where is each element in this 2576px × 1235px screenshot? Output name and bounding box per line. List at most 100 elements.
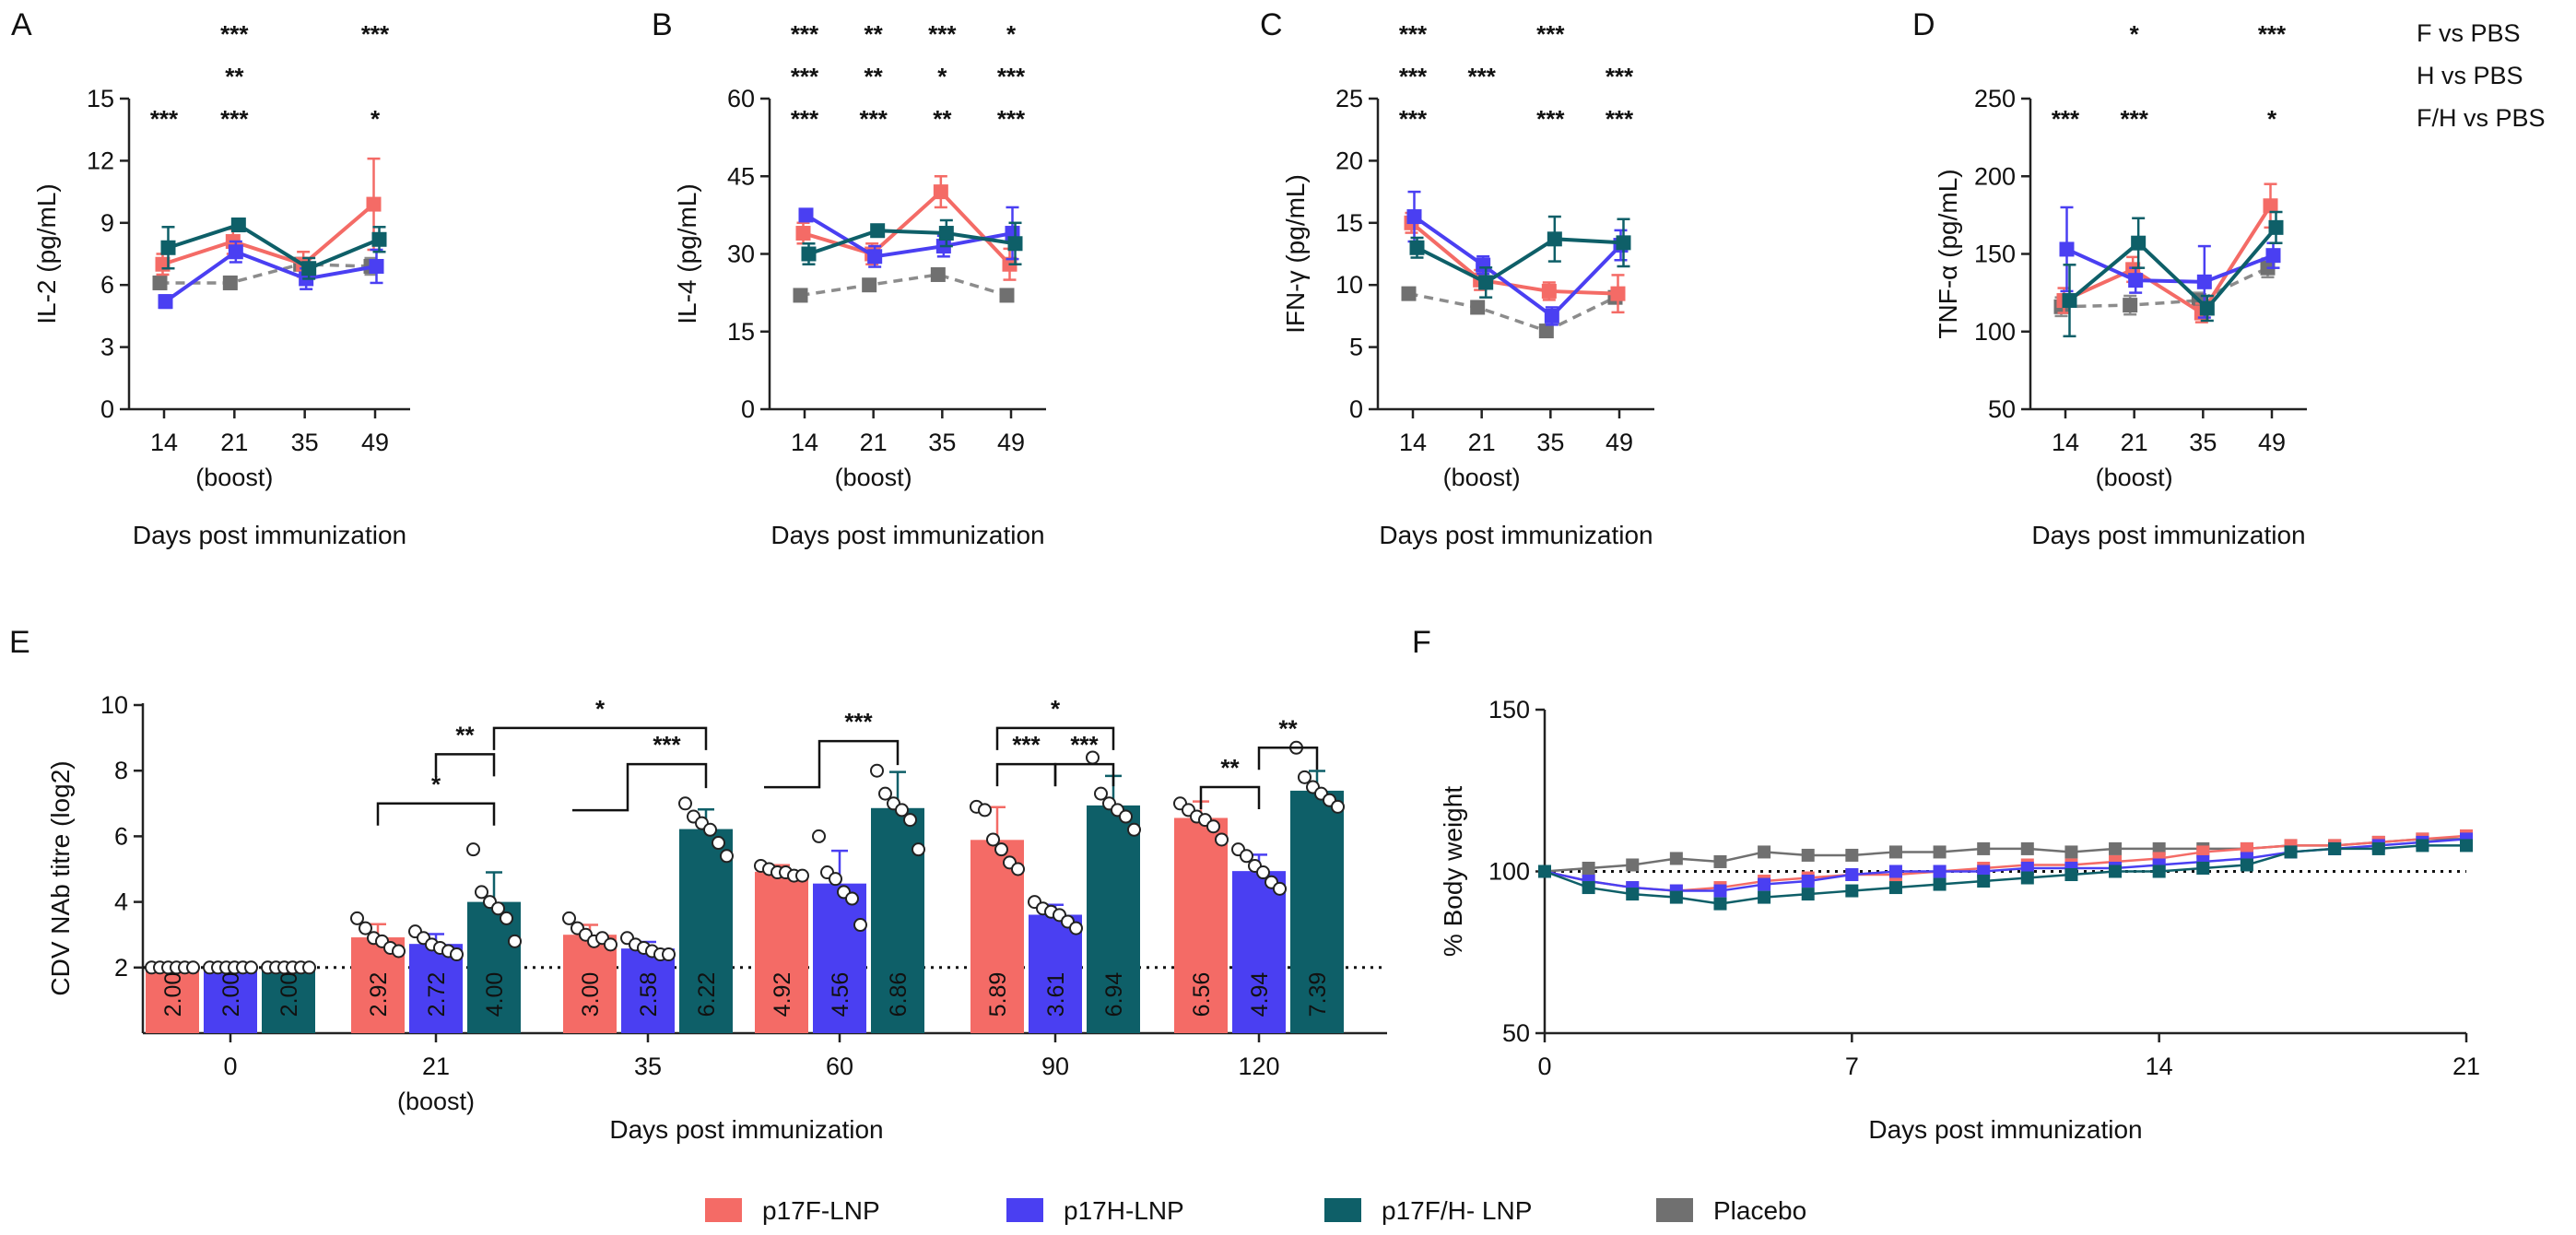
x-tick-label: 90 bbox=[1041, 1053, 1069, 1080]
bar-value-label: 4.56 bbox=[828, 972, 853, 1017]
data-point bbox=[870, 763, 884, 778]
x-tick-label: 60 bbox=[826, 1053, 853, 1080]
bar-value-label: 7.39 bbox=[1305, 972, 1331, 1017]
significance-stars: *** bbox=[2258, 20, 2287, 48]
data-point bbox=[845, 891, 859, 906]
panel-b: B 0 15 30 45 60 14 21 (boost) 35 49 Days post immun… bbox=[652, 7, 1046, 549]
y-tick-label: 60 bbox=[727, 85, 755, 112]
y-tick-label: 10 bbox=[1335, 271, 1363, 299]
y-axis-label: % Body weight bbox=[1439, 786, 1467, 957]
significance-bracket: ** bbox=[434, 721, 496, 777]
series-line bbox=[164, 250, 377, 303]
data-point bbox=[812, 829, 826, 843]
data-point bbox=[500, 911, 513, 925]
y-tick-label: 6 bbox=[100, 271, 114, 299]
x-tick-label: 21 bbox=[422, 1053, 450, 1080]
x-tick-label: 35 bbox=[2189, 429, 2217, 456]
x-tick-label: 0 bbox=[1537, 1053, 1551, 1080]
bracket-stars: * bbox=[1051, 695, 1061, 723]
data-point bbox=[2152, 864, 2166, 878]
data-point bbox=[1582, 881, 1595, 895]
bar-value-label: 2.00 bbox=[276, 972, 302, 1017]
y-tick-label: 15 bbox=[1335, 209, 1363, 237]
series-line bbox=[1413, 215, 1622, 319]
legend-swatch-p17h-lnp bbox=[1006, 1198, 1043, 1222]
x-tick-label: 49 bbox=[2258, 429, 2286, 456]
comparison-label: F/H vs PBS bbox=[2417, 104, 2546, 132]
data-point bbox=[1011, 862, 1025, 876]
data-point bbox=[1206, 819, 1220, 834]
y-tick-label: 12 bbox=[87, 147, 114, 174]
x-tick-label: 35 bbox=[291, 429, 319, 456]
series-line bbox=[159, 262, 371, 285]
bar-value-label: 2.58 bbox=[636, 972, 662, 1017]
significance-stars: * bbox=[2267, 105, 2277, 133]
panel-letter: A bbox=[11, 7, 32, 42]
panel-c: C 0 5 10 15 20 25 14 21 (boost) 35 49 Days post immu… bbox=[1260, 7, 1654, 549]
bar-value-label: 6.94 bbox=[1101, 972, 1127, 1017]
data-point bbox=[359, 921, 372, 935]
bar-value-label: 2.00 bbox=[218, 972, 244, 1017]
data-point bbox=[878, 786, 892, 801]
significance-bracket: *** bbox=[764, 708, 900, 789]
x-tick-label: 120 bbox=[1238, 1053, 1279, 1080]
data-point bbox=[795, 226, 811, 241]
data-point bbox=[1977, 841, 1991, 855]
series-line bbox=[1416, 237, 1624, 285]
significance-stars: *** bbox=[1536, 105, 1565, 133]
data-point bbox=[475, 885, 488, 900]
bar-value-label: 4.00 bbox=[482, 972, 508, 1017]
data-point bbox=[986, 832, 1000, 847]
significance-stars: *** bbox=[361, 20, 390, 48]
bar-p17f-h-lnp bbox=[1087, 805, 1140, 1033]
data-point bbox=[2284, 845, 2298, 859]
legend-label: p17F/H- LNP bbox=[1382, 1196, 1532, 1225]
bar-value-label: 2.72 bbox=[424, 972, 450, 1017]
x-tick-label: 35 bbox=[634, 1053, 662, 1080]
y-axis-label: CDV NAb titre (log2) bbox=[46, 760, 75, 995]
data-point bbox=[2059, 241, 2075, 257]
legend-label: Placebo bbox=[1713, 1196, 1806, 1225]
data-point bbox=[930, 266, 946, 282]
x-axis-label: Days post immunization bbox=[1379, 521, 1653, 549]
bracket-line bbox=[572, 762, 708, 812]
significance-stars: *** bbox=[1399, 105, 1428, 133]
y-tick-label: 2 bbox=[114, 954, 128, 982]
significance-bracket: ** bbox=[1199, 754, 1261, 809]
data-point bbox=[1845, 848, 1859, 862]
data-point bbox=[1541, 283, 1557, 299]
series-placebo bbox=[793, 266, 1015, 303]
bracket-line bbox=[995, 762, 1057, 787]
x-axis-label: Days post immunization bbox=[1868, 1115, 2142, 1144]
x-axis-label: Days post immunization bbox=[2031, 521, 2305, 549]
data-point bbox=[244, 960, 258, 975]
data-point bbox=[1845, 884, 1859, 898]
data-point bbox=[1538, 864, 1551, 878]
bracket-stars: ** bbox=[1220, 754, 1240, 782]
data-point bbox=[1240, 849, 1253, 864]
data-point bbox=[230, 218, 246, 233]
bracket-line bbox=[1199, 785, 1261, 809]
panel-a: A 0 3 6 9 12 15 14 21 (boost) 35 49 Days post immuni… bbox=[11, 7, 410, 549]
data-point bbox=[994, 842, 1008, 857]
series-line bbox=[1408, 291, 1617, 333]
bar-value-label: 5.89 bbox=[985, 972, 1011, 1017]
x-tick-label: 7 bbox=[1845, 1053, 1859, 1080]
panel-letter: D bbox=[1912, 7, 1935, 42]
series-line bbox=[807, 229, 1016, 256]
data-point bbox=[1409, 240, 1425, 255]
bar-value-label: 4.94 bbox=[1247, 972, 1273, 1017]
x-axis-label: Days post immunization bbox=[133, 521, 406, 549]
data-point bbox=[903, 813, 917, 828]
bar-p17f-h-lnp bbox=[679, 829, 733, 1033]
series-p17f-lnp bbox=[2056, 182, 2278, 323]
x-tick-sublabel: (boost) bbox=[2096, 464, 2173, 491]
data-point bbox=[2240, 841, 2253, 855]
x-tick-label: 21 bbox=[2452, 1053, 2480, 1080]
y-tick-label: 10 bbox=[100, 691, 128, 719]
x-tick-label: 21 bbox=[860, 429, 888, 456]
data-point bbox=[2268, 219, 2284, 235]
y-tick-label: 150 bbox=[1974, 241, 2016, 268]
y-tick-label: 100 bbox=[1974, 318, 2016, 346]
